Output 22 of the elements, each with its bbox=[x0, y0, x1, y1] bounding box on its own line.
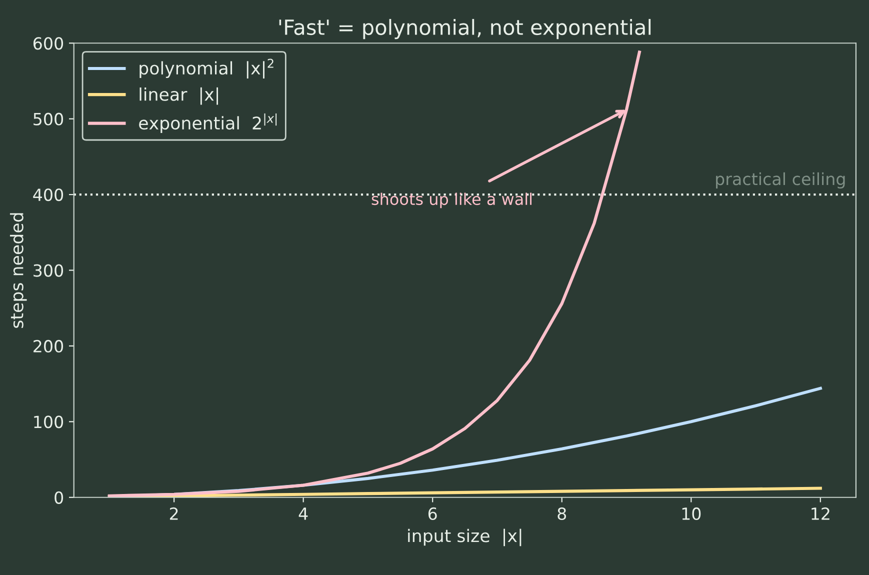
y-axis-title: steps needed bbox=[10, 213, 27, 328]
legend-label: exponential 2$^{|x|}$ bbox=[139, 113, 277, 133]
legend-label: linear |x| bbox=[140, 87, 218, 105]
x-tick-label: 6 bbox=[428, 507, 437, 520]
y-tick-label: 0 bbox=[54, 491, 64, 504]
y-tick-label: 200 bbox=[34, 340, 64, 353]
y-tick-label: 500 bbox=[34, 112, 64, 126]
line-series bbox=[108, 50, 641, 498]
y-tick-label: 300 bbox=[34, 264, 64, 277]
y-tick-label: 100 bbox=[34, 416, 64, 428]
x-tick-label: 12 bbox=[812, 507, 830, 520]
legend-label: polynomial |x|$^{2}$ bbox=[140, 58, 274, 79]
chart-title: 'Fast' = polynomial, not exponential bbox=[279, 18, 651, 40]
ref-line-label: practical ceiling bbox=[716, 172, 845, 188]
annotation: shoots up like a wall bbox=[372, 192, 532, 208]
x-tick-label: 8 bbox=[558, 507, 566, 520]
x-tick-label: 4 bbox=[298, 508, 308, 520]
y-tick-label: 400 bbox=[33, 188, 64, 202]
x-tick-label: 2 bbox=[170, 507, 178, 520]
y-tick-label: 600 bbox=[33, 37, 64, 50]
x-axis-title: input size |x| bbox=[408, 528, 522, 546]
x-tick-label: 10 bbox=[682, 507, 701, 520]
